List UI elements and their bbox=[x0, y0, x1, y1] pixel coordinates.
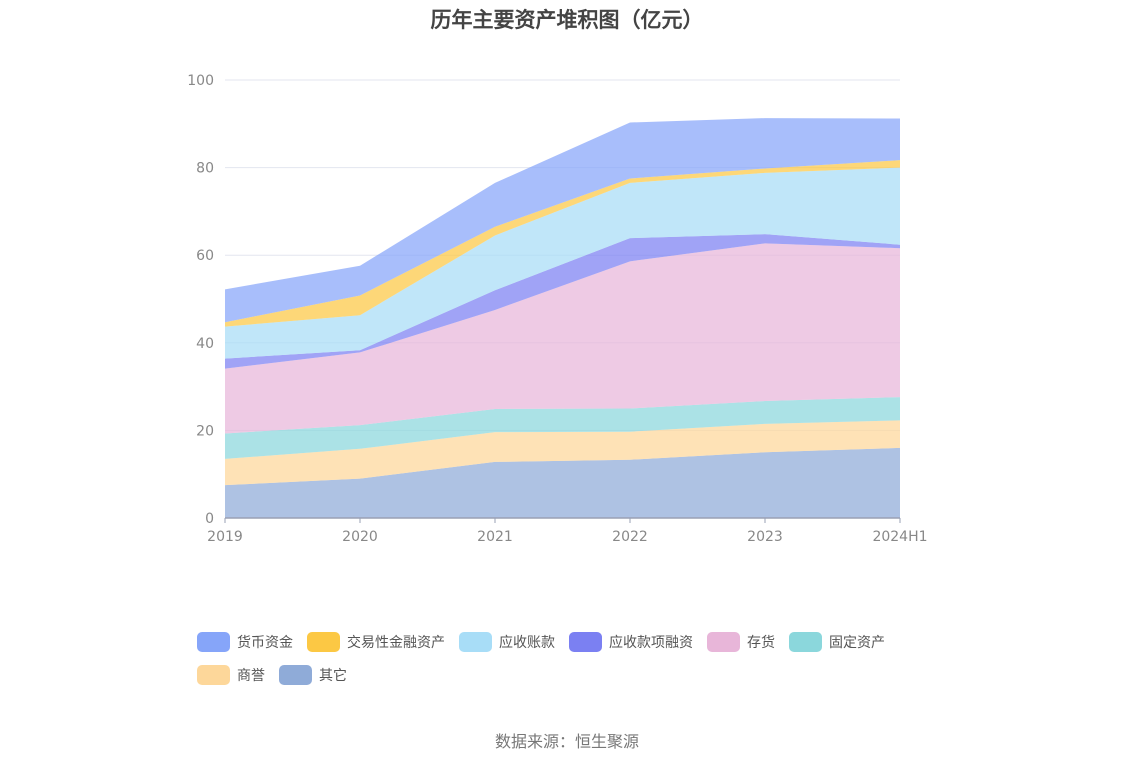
area-series bbox=[225, 118, 900, 323]
x-tick-label: 2024H1 bbox=[872, 529, 927, 545]
legend-label: 交易性金融资产 bbox=[347, 635, 445, 651]
legend-item-inventory[interactable]: 存货 bbox=[707, 632, 775, 652]
legend-label: 固定资产 bbox=[829, 635, 885, 651]
legend-label: 商誉 bbox=[237, 668, 265, 684]
legend-item-receivables-financing[interactable]: 应收款项融资 bbox=[569, 632, 693, 652]
x-tick-label: 2023 bbox=[747, 529, 783, 545]
y-tick-label: 0 bbox=[205, 511, 214, 527]
y-tick-label: 20 bbox=[196, 423, 214, 439]
legend-label: 存货 bbox=[747, 635, 775, 651]
y-tick-label: 100 bbox=[187, 73, 214, 89]
legend-swatch bbox=[197, 665, 230, 685]
chart-title: 历年主要资产堆积图（亿元） bbox=[430, 8, 704, 32]
legend-swatch bbox=[569, 632, 602, 652]
area-series bbox=[225, 447, 900, 518]
area-series bbox=[225, 243, 900, 434]
area-series bbox=[225, 397, 900, 459]
legend-swatch bbox=[707, 632, 740, 652]
area-series bbox=[225, 234, 900, 369]
legend-label: 其它 bbox=[319, 668, 347, 684]
data-source: 数据来源：恒生聚源 bbox=[494, 732, 639, 751]
legend-item-goodwill[interactable]: 商誉 bbox=[197, 665, 265, 685]
legend-swatch bbox=[307, 632, 340, 652]
area-series bbox=[225, 167, 900, 359]
legend-item-cash[interactable]: 货币资金 bbox=[197, 632, 293, 652]
legend-label: 应收账款 bbox=[499, 635, 555, 651]
area-series bbox=[225, 160, 900, 327]
stacked-area-chart: 0 20 40 60 80 100 2019 2020 2021 2022 2023 2024H1 bbox=[187, 73, 927, 545]
legend-item-fixed-assets[interactable]: 固定资产 bbox=[789, 632, 885, 652]
y-tick-label: 80 bbox=[196, 161, 214, 177]
x-tick-label: 2022 bbox=[612, 529, 648, 545]
area-series bbox=[225, 420, 900, 486]
legend-item-trading-assets[interactable]: 交易性金融资产 bbox=[307, 632, 445, 652]
x-tick-label: 2019 bbox=[207, 529, 243, 545]
legend-swatch bbox=[789, 632, 822, 652]
legend-swatch bbox=[459, 632, 492, 652]
x-tick-label: 2021 bbox=[477, 529, 513, 545]
legend-swatch bbox=[279, 665, 312, 685]
legend-swatch bbox=[197, 632, 230, 652]
legend-item-receivables[interactable]: 应收账款 bbox=[459, 632, 555, 652]
legend-item-other[interactable]: 其它 bbox=[279, 665, 347, 685]
legend-label: 货币资金 bbox=[237, 635, 293, 651]
legend-label: 应收款项融资 bbox=[609, 635, 693, 651]
chart-legend: 货币资金 交易性金融资产 应收账款 应收款项融资 存货 固定资产 商誉 其它 bbox=[197, 632, 957, 685]
y-tick-label: 60 bbox=[196, 248, 214, 264]
x-tick-label: 2020 bbox=[342, 529, 378, 545]
y-tick-label: 40 bbox=[196, 336, 214, 352]
